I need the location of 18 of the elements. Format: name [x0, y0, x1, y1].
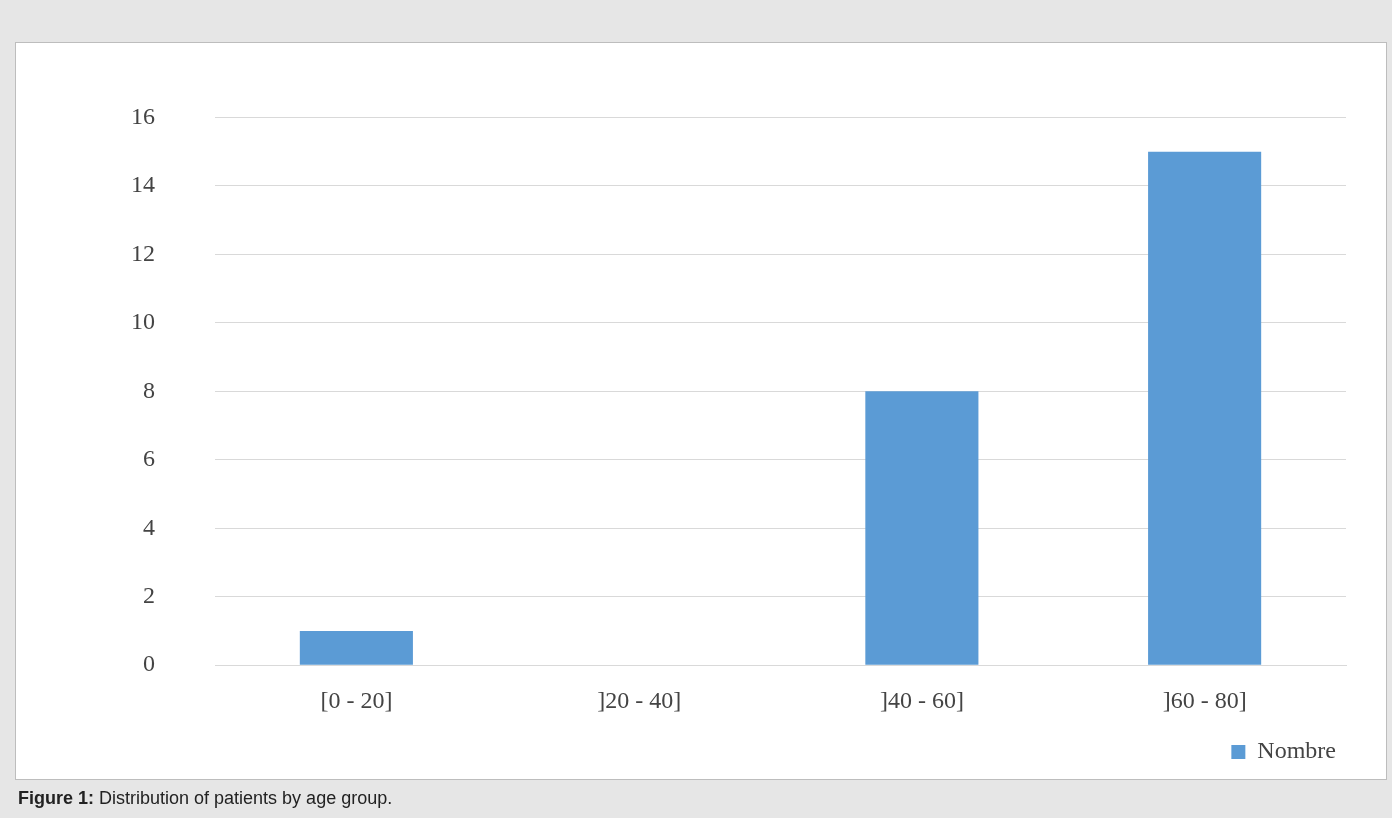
- bar: [1148, 151, 1262, 665]
- legend-label: Nombre: [1257, 737, 1337, 764]
- x-tick-label: ]20 - 40]: [597, 686, 682, 713]
- x-tick-label: ]60 - 80]: [1162, 686, 1247, 713]
- y-tick-label: 8: [143, 376, 155, 403]
- bar: [865, 391, 979, 665]
- y-tick-label: 0: [143, 650, 155, 677]
- y-tick-label: 14: [131, 171, 155, 198]
- y-tick-label: 16: [131, 102, 155, 129]
- y-tick-label: 2: [143, 582, 155, 609]
- x-tick-label: [0 - 20]: [320, 686, 393, 713]
- caption: Figure 1: Distribution of patients by age group.: [18, 788, 393, 809]
- y-tick-label: 6: [143, 445, 155, 472]
- y-tick-label: 10: [131, 308, 155, 335]
- y-tick-label: 12: [131, 239, 155, 266]
- bar: [299, 630, 413, 665]
- y-tick-label: 4: [143, 513, 155, 540]
- x-tick-label: ]40 - 60]: [879, 686, 964, 713]
